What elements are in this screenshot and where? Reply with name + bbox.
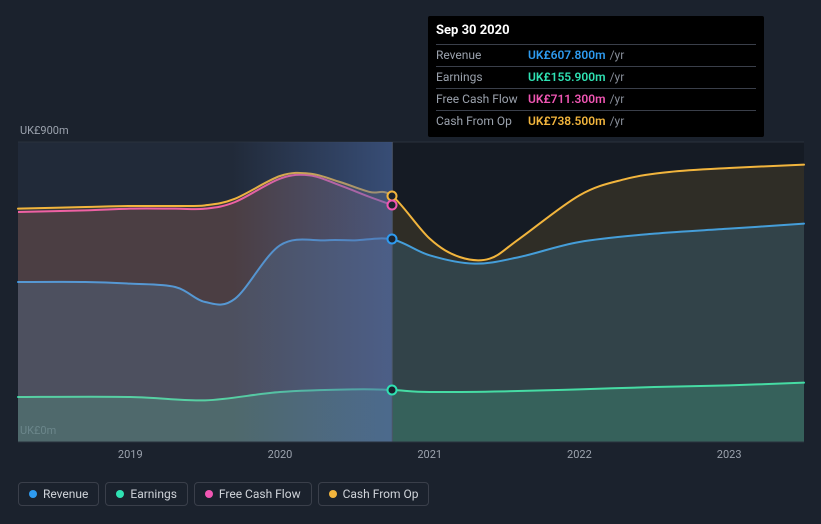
x-tick: 2020 [268,448,293,461]
tooltip-row-label: Earnings [436,69,528,86]
cursor-marker-revenue [387,234,398,245]
tooltip-row-value: UK£155.900m [528,69,606,86]
legend-dot [29,490,37,498]
tooltip-row: RevenueUK£607.800m/yr [436,44,756,66]
legend-item-cfo[interactable]: Cash From Op [318,482,430,506]
financial-chart: UK£900m UK£0m Past Analysts Forecasts 20… [0,0,821,524]
x-tick: 2021 [417,448,442,461]
legend-label: Free Cash Flow [219,487,301,501]
tooltip-row-label: Cash From Op [436,113,528,130]
tooltip-row: EarningsUK£155.900m/yr [436,66,756,88]
x-tick: 2023 [717,448,742,461]
tooltip-row-label: Revenue [436,47,528,64]
legend-label: Earnings [130,487,177,501]
tooltip-row: Cash From OpUK£738.500m/yr [436,110,756,132]
cursor-marker-fcf [387,199,398,210]
legend-item-fcf[interactable]: Free Cash Flow [194,482,312,506]
tooltip-row: Free Cash FlowUK£711.300m/yr [436,88,756,110]
cursor-marker-earnings [387,385,398,396]
legend-label: Revenue [43,487,88,501]
legend-label: Cash From Op [343,487,419,501]
x-tick: 2019 [118,448,143,461]
tooltip: Sep 30 2020 RevenueUK£607.800m/yrEarning… [428,16,764,137]
legend: Revenue Earnings Free Cash Flow Cash From O… [18,482,429,506]
tooltip-row-value: UK£738.500m [528,113,606,130]
tooltip-row-label: Free Cash Flow [436,91,528,108]
tooltip-row-value: UK£711.300m [528,91,606,108]
legend-dot [205,490,213,498]
tooltip-row-unit: /yr [610,113,625,130]
legend-dot [329,490,337,498]
tooltip-row-value: UK£607.800m [528,47,606,64]
x-tick: 2022 [567,448,592,461]
tooltip-row-unit: /yr [610,91,625,108]
tooltip-row-unit: /yr [610,69,625,86]
legend-dot [116,490,124,498]
legend-item-earnings[interactable]: Earnings [105,482,188,506]
legend-item-revenue[interactable]: Revenue [18,482,99,506]
tooltip-row-unit: /yr [610,47,625,64]
tooltip-date: Sep 30 2020 [436,22,756,44]
